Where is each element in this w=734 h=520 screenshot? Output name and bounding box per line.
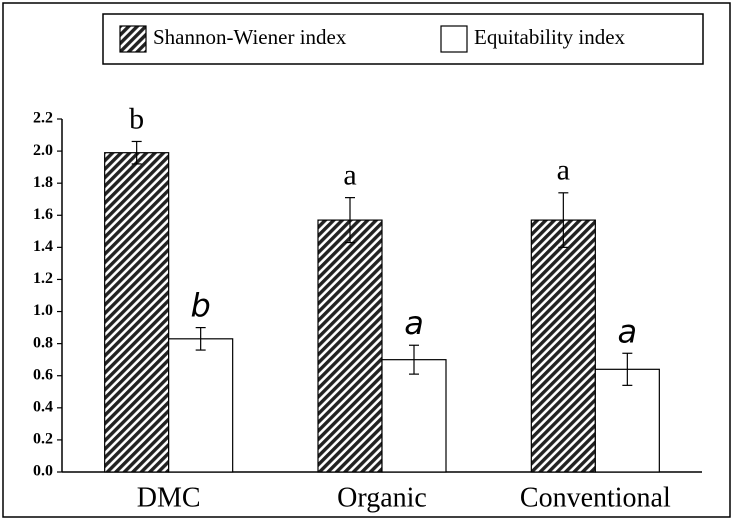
bar — [104, 152, 170, 473]
y-tick-label: 0.4 — [33, 398, 53, 415]
x-tick-label: Organic — [337, 482, 427, 513]
bar — [530, 219, 596, 473]
y-tick-label: 0.6 — [33, 366, 53, 383]
legend-label: Equitability index — [474, 25, 626, 49]
y-tick-label: 1.4 — [33, 238, 53, 255]
x-tick-label: Conventional — [520, 482, 671, 513]
y-tick-label: 0.0 — [33, 463, 53, 480]
legend-label: Shannon-Wiener index — [153, 25, 347, 49]
legend-swatch — [119, 25, 147, 53]
bar — [594, 368, 660, 473]
y-tick-label: 2.2 — [33, 110, 53, 127]
significance-label: b — [191, 287, 211, 325]
legend-swatch — [440, 25, 468, 53]
y-tick-label: 1.0 — [33, 302, 53, 319]
bar — [168, 338, 234, 473]
significance-label: a — [618, 312, 638, 350]
x-tick-label: DMC — [137, 482, 201, 513]
legend-box — [102, 13, 704, 65]
y-tick-label: 1.2 — [33, 270, 53, 287]
y-tick-label: 0.2 — [33, 431, 53, 448]
y-tick-label: 0.8 — [33, 334, 53, 351]
significance-label: a — [404, 304, 424, 342]
y-tick-label: 1.6 — [33, 206, 53, 223]
bar — [317, 219, 383, 473]
y-tick-label: 2.0 — [33, 142, 53, 159]
y-tick-label: 1.8 — [33, 174, 53, 191]
significance-label: a — [343, 159, 356, 192]
significance-label: b — [129, 102, 144, 135]
bar — [381, 359, 447, 473]
significance-label: a — [557, 154, 570, 187]
